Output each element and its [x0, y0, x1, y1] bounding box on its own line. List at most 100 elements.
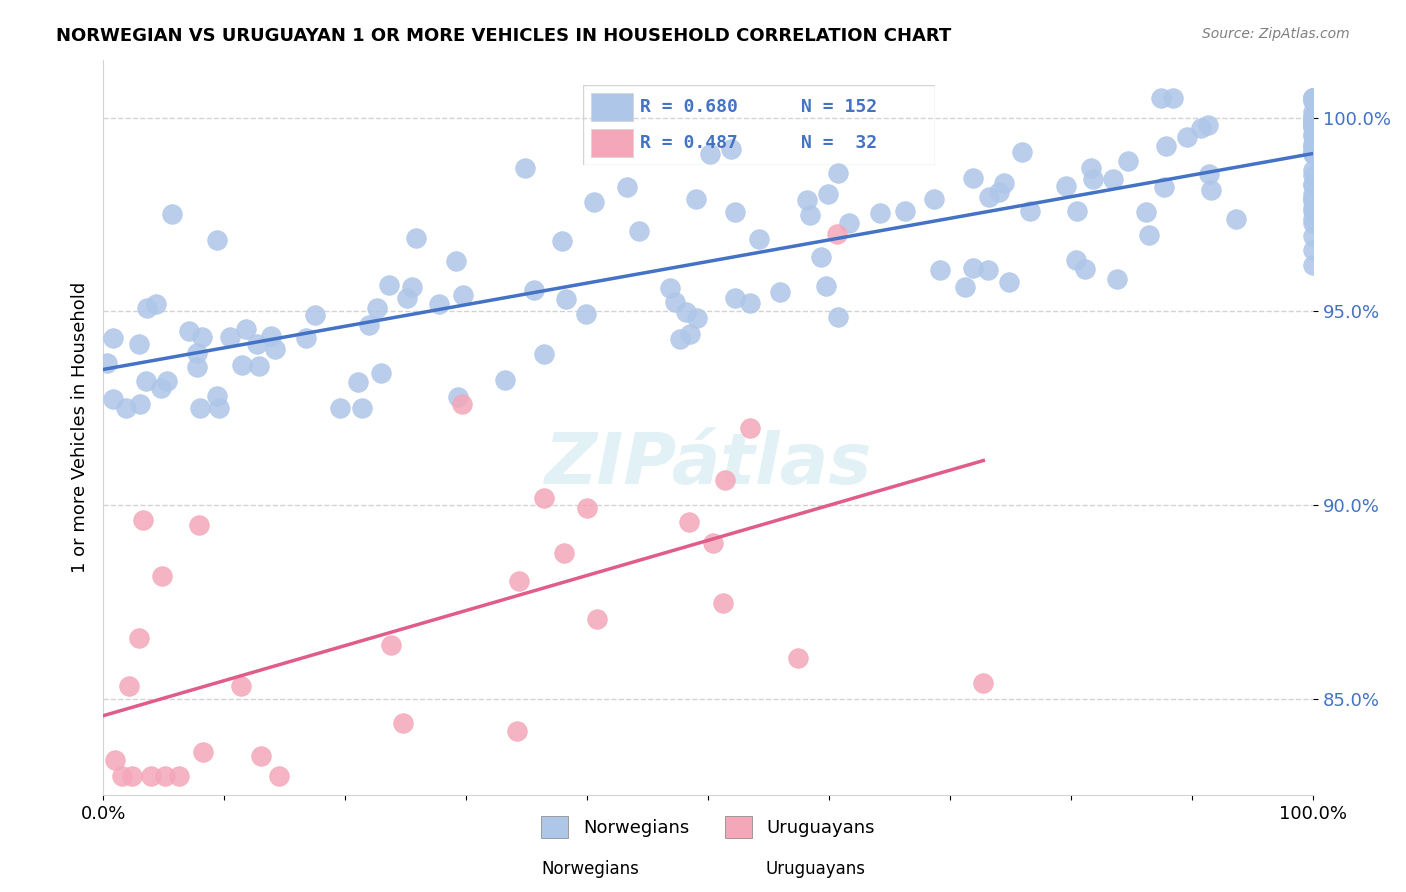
- Point: [993, 176, 1015, 190]
- Point: [977, 263, 1000, 277]
- Point: [513, 161, 536, 175]
- Point: [1302, 91, 1324, 105]
- Point: [827, 310, 849, 324]
- Point: [1081, 172, 1104, 186]
- Point: [111, 769, 134, 783]
- Point: [1302, 187, 1324, 202]
- Point: [1302, 91, 1324, 105]
- Point: [392, 715, 415, 730]
- Point: [444, 254, 467, 268]
- Point: [533, 346, 555, 360]
- Point: [787, 650, 810, 665]
- Point: [1302, 146, 1324, 161]
- Legend: Norwegians, Uruguayans: Norwegians, Uruguayans: [534, 809, 883, 846]
- Point: [1011, 145, 1033, 159]
- Point: [972, 676, 994, 690]
- Point: [1302, 116, 1324, 130]
- Bar: [591, 93, 633, 120]
- Point: [1302, 139, 1324, 153]
- Point: [451, 397, 474, 411]
- Point: [586, 612, 609, 626]
- Point: [494, 373, 516, 387]
- Text: R = 0.680: R = 0.680: [640, 98, 738, 116]
- Point: [1198, 167, 1220, 181]
- Point: [1197, 118, 1219, 132]
- Point: [748, 232, 770, 246]
- Text: Uruguayans: Uruguayans: [765, 860, 866, 878]
- Text: ZIPátlas: ZIPátlas: [544, 430, 872, 499]
- Point: [685, 192, 707, 206]
- Point: [96, 356, 118, 370]
- Point: [1302, 216, 1324, 230]
- Point: [576, 501, 599, 516]
- Point: [711, 596, 734, 610]
- Point: [186, 345, 208, 359]
- Point: [533, 491, 555, 505]
- Point: [295, 331, 318, 345]
- Point: [1302, 212, 1324, 227]
- Point: [451, 288, 474, 302]
- Point: [1153, 180, 1175, 194]
- Point: [1302, 117, 1324, 131]
- Point: [554, 292, 576, 306]
- Text: NORWEGIAN VS URUGUAYAN 1 OR MORE VEHICLES IN HOUSEHOLD CORRELATION CHART: NORWEGIAN VS URUGUAYAN 1 OR MORE VEHICLE…: [56, 27, 952, 45]
- Bar: [591, 129, 633, 157]
- Point: [135, 374, 157, 388]
- Point: [269, 769, 291, 783]
- Point: [101, 392, 124, 406]
- Point: [167, 769, 190, 783]
- Point: [962, 260, 984, 275]
- Point: [329, 401, 352, 416]
- Point: [263, 342, 285, 356]
- Point: [977, 189, 1000, 203]
- Point: [827, 227, 849, 241]
- Point: [1302, 94, 1324, 108]
- Point: [1302, 91, 1324, 105]
- Point: [827, 166, 849, 180]
- Text: Source: ZipAtlas.com: Source: ZipAtlas.com: [1202, 27, 1350, 41]
- Point: [810, 250, 832, 264]
- Point: [350, 401, 373, 416]
- Point: [724, 291, 747, 305]
- Point: [675, 305, 697, 319]
- Point: [366, 301, 388, 315]
- Point: [1302, 110, 1324, 124]
- Point: [1302, 192, 1324, 206]
- Text: N = 152: N = 152: [801, 98, 877, 116]
- Point: [720, 142, 742, 156]
- Point: [838, 216, 860, 230]
- Point: [160, 207, 183, 221]
- Point: [988, 185, 1011, 199]
- Point: [101, 331, 124, 345]
- Point: [1302, 91, 1324, 105]
- Point: [508, 574, 530, 589]
- Point: [128, 631, 150, 645]
- Point: [250, 748, 273, 763]
- Point: [1302, 229, 1324, 244]
- Point: [1225, 212, 1247, 227]
- Point: [1189, 121, 1212, 136]
- Point: [149, 381, 172, 395]
- Point: [1302, 203, 1324, 218]
- Point: [1302, 120, 1324, 134]
- Point: [1302, 146, 1324, 161]
- Point: [664, 294, 686, 309]
- Point: [928, 262, 950, 277]
- Text: R = 0.487: R = 0.487: [640, 135, 738, 153]
- Point: [1137, 228, 1160, 243]
- Point: [1064, 253, 1087, 268]
- Point: [231, 358, 253, 372]
- Point: [1302, 145, 1324, 160]
- Point: [1302, 177, 1324, 191]
- Point: [924, 192, 946, 206]
- Point: [229, 679, 252, 693]
- Point: [447, 390, 470, 404]
- Point: [1302, 112, 1324, 127]
- Text: N =  32: N = 32: [801, 135, 877, 153]
- Point: [1019, 203, 1042, 218]
- Point: [1302, 91, 1324, 105]
- Point: [193, 746, 215, 760]
- Point: [659, 281, 682, 295]
- Point: [205, 389, 228, 403]
- Point: [186, 359, 208, 374]
